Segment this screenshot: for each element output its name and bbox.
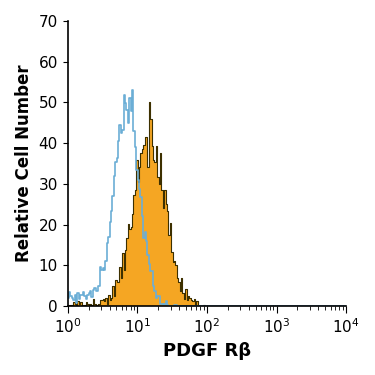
X-axis label: PDGF Rβ: PDGF Rβ [163,342,251,360]
Y-axis label: Relative Cell Number: Relative Cell Number [15,64,33,262]
